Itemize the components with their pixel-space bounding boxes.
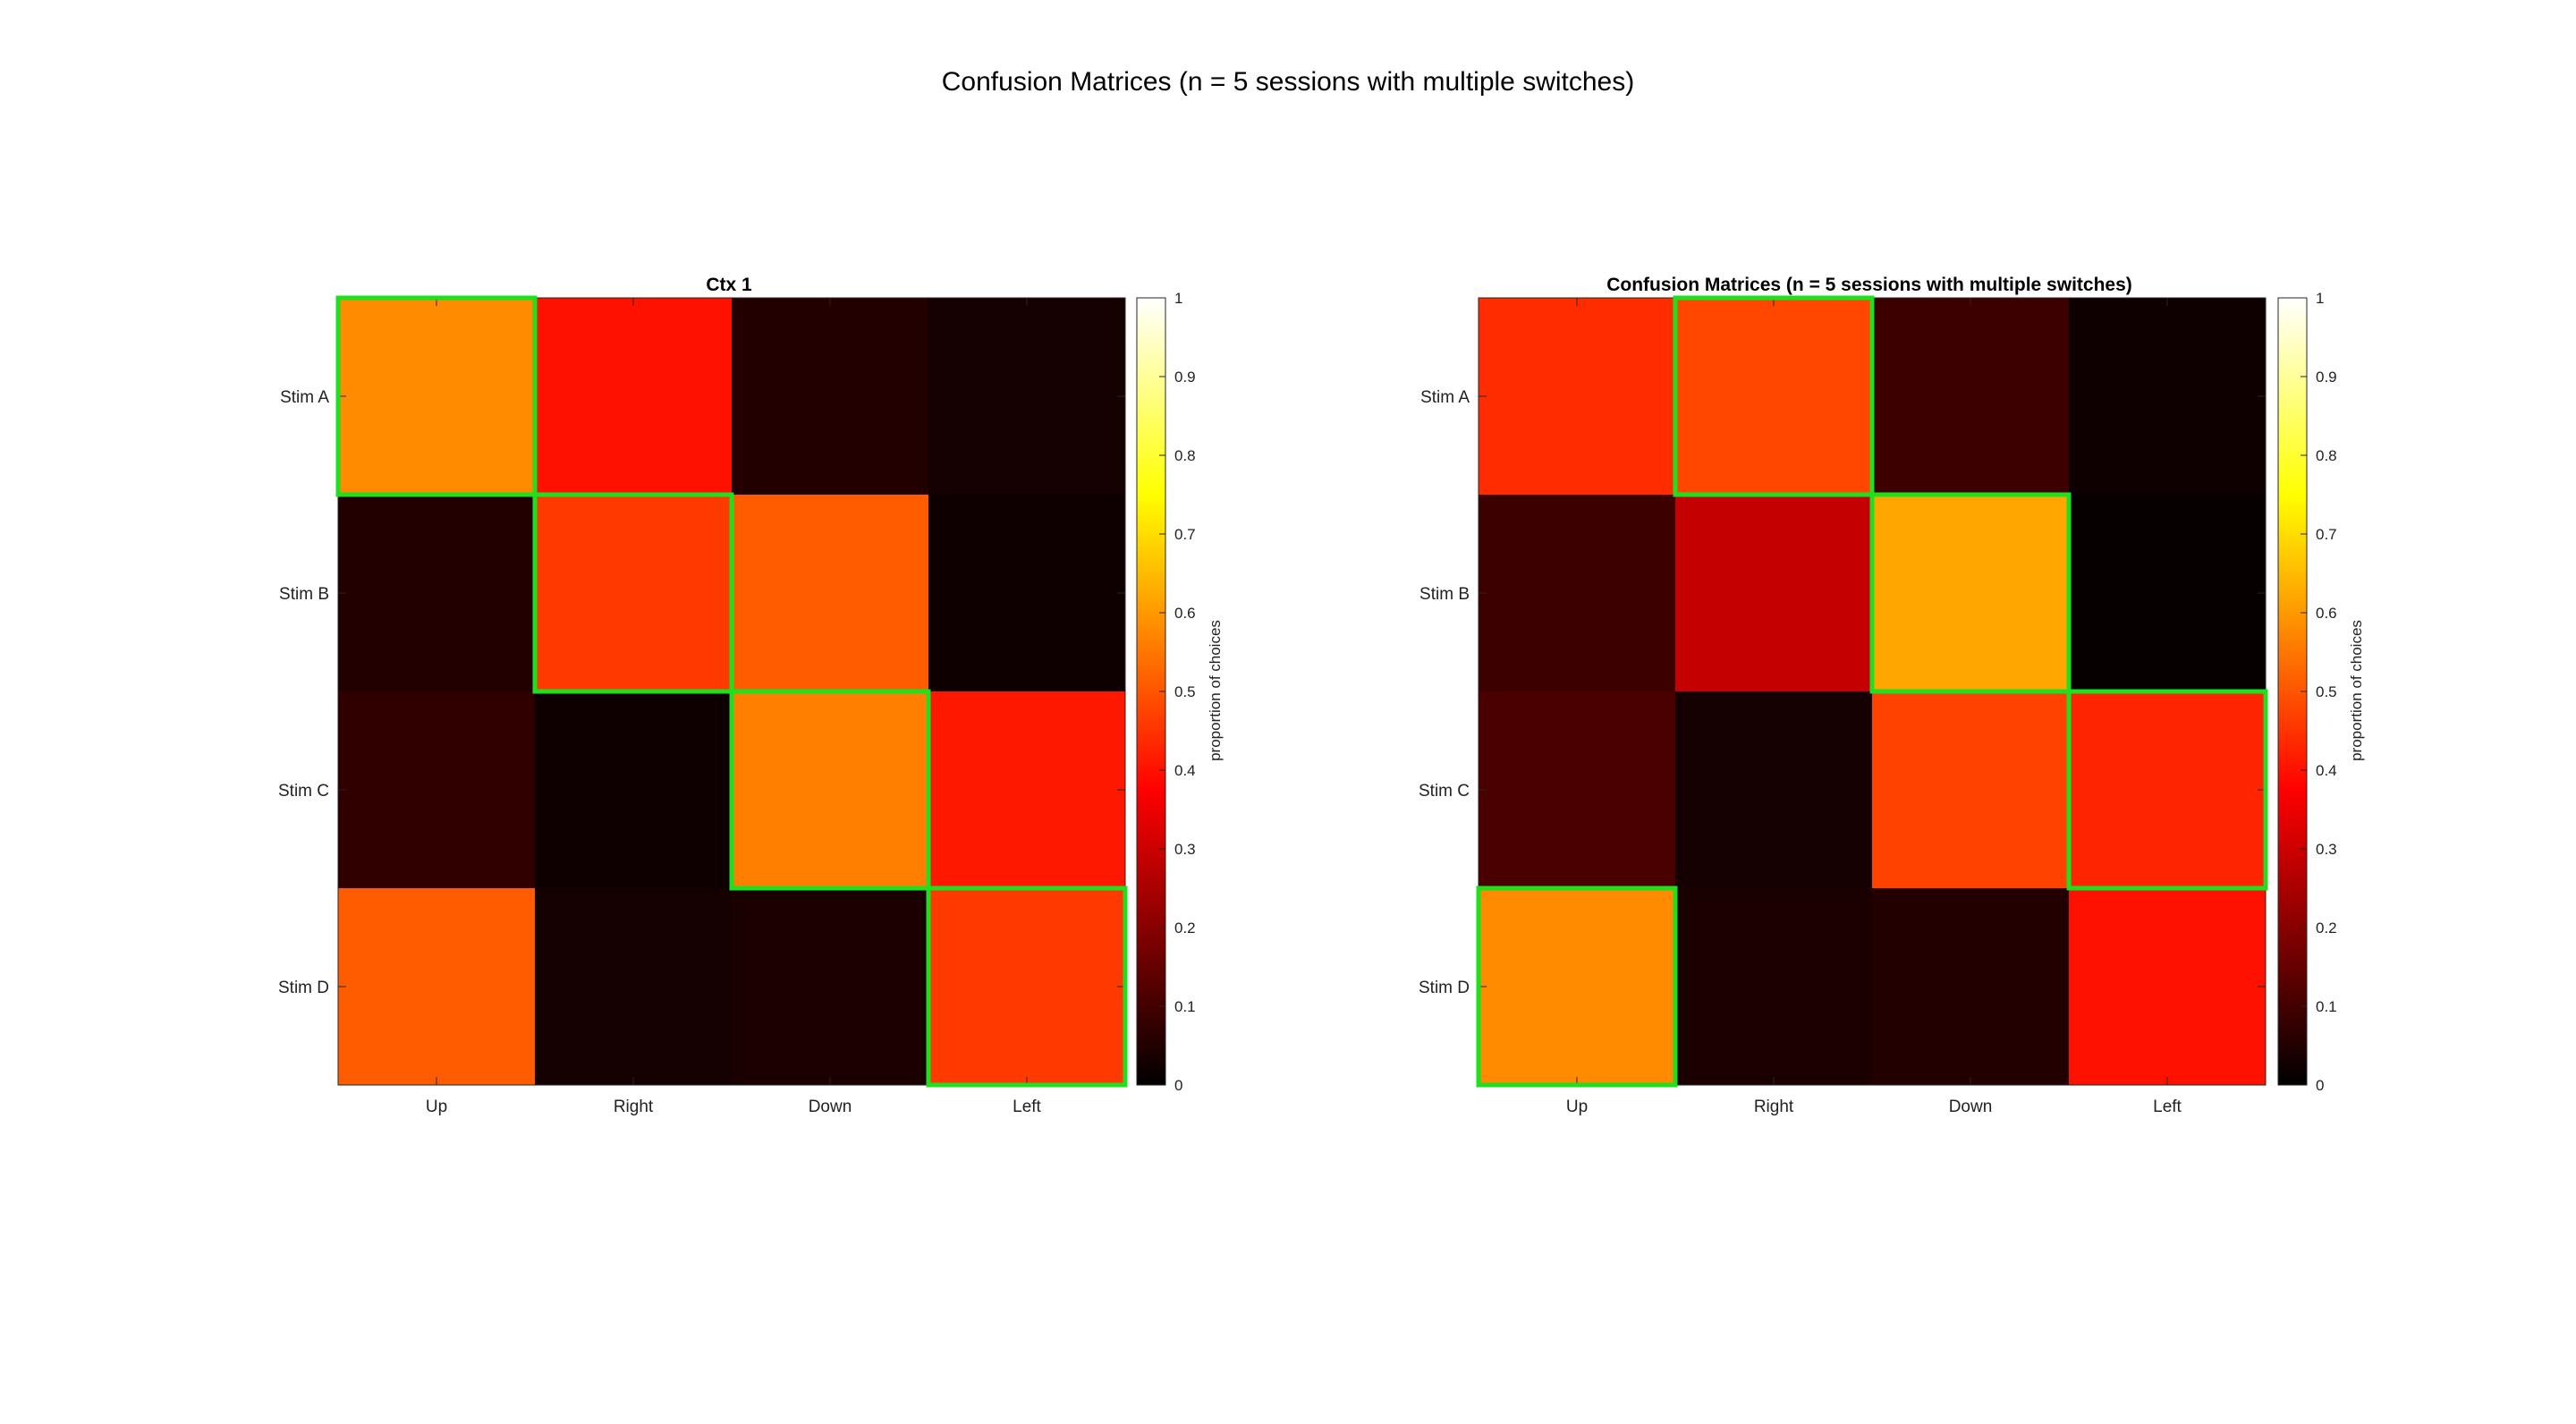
heatmap-cell-r1-c1 <box>1675 495 1873 692</box>
colorbar-tick-label: 0.9 <box>1174 369 1196 386</box>
heatmap-cell-r1-c2 <box>732 495 929 692</box>
colorbar: 0 0.1 0.2 0.3 0.4 0.5 0.6 0.7 0.8 0.9 1 <box>2277 290 2337 1094</box>
heatmap-cell-r0-c0 <box>1479 298 1676 496</box>
heatmap-cell-r2-c0 <box>338 691 536 889</box>
heatmap-cell-r1-c0 <box>338 495 536 692</box>
heatmap-cells <box>337 297 1126 1086</box>
x-tick-label: Up <box>1566 1098 1588 1116</box>
heatmap-cell-r2-c2 <box>732 691 929 889</box>
heatmap-cell-r2-c0 <box>1479 691 1676 889</box>
y-axis-tick-labels: Stim A Stim B Stim C Stim D <box>1419 388 2266 997</box>
x-tick-label: Down <box>809 1098 852 1116</box>
heatmap-cell-r2-c1 <box>535 691 733 889</box>
y-tick-label: Stim A <box>280 388 329 407</box>
colorbar-tick-label: 0.2 <box>1174 920 1196 937</box>
y-tick-label: Stim D <box>278 979 329 997</box>
colorbar-tick-label: 1 <box>2316 290 2324 307</box>
heatmap-cell-r2-c2 <box>1872 691 2070 889</box>
heatmap-cells <box>1478 297 2267 1086</box>
colorbar-tick-label: 0.7 <box>1174 526 1196 543</box>
colorbar-tick-label: 0.8 <box>1174 447 1196 464</box>
colorbar-tick-label: 1 <box>1174 290 1182 307</box>
colorbar: 0 0.1 0.2 0.3 0.4 0.5 0.6 0.7 0.8 0.9 1 <box>1136 290 1196 1094</box>
heatmap-cell-r0-c2 <box>732 298 929 496</box>
x-tick-label: Left <box>1013 1098 1041 1116</box>
correct-cell-outline <box>729 689 931 891</box>
y-tick-label: Stim B <box>279 585 329 604</box>
colorbar-tick-label: 0.4 <box>1174 762 1196 779</box>
heatmap-cell-r3-c1 <box>1675 888 1873 1086</box>
colorbar-tick-label: 0.4 <box>2316 762 2337 779</box>
colorbar-tick-label: 0.7 <box>2316 526 2337 543</box>
x-axis-tick-labels: Up Right Down Left <box>1566 298 2182 1116</box>
colorbar-tick-label: 0.2 <box>2316 920 2337 937</box>
colorbar-tick-label: 0.9 <box>2316 369 2337 386</box>
correct-cell-outline <box>2066 689 2268 891</box>
figure-title: Confusion Matrices (n = 5 sessions with … <box>942 67 1634 97</box>
heatmap-cell-r3-c2 <box>1872 888 2070 1086</box>
heatmap-cell-r2-c3 <box>928 691 1126 889</box>
colorbar-tick-label: 0 <box>2316 1077 2324 1094</box>
y-tick-label: Stim B <box>1419 585 1470 604</box>
x-tick-label: Right <box>1754 1098 1794 1116</box>
colorbar-tick-label: 0.3 <box>2316 841 2337 858</box>
colorbar-tick-label: 0.1 <box>2316 998 2337 1015</box>
heatmap-cell-r2-c3 <box>2069 691 2267 889</box>
y-tick-label: Stim C <box>278 782 329 801</box>
x-axis-tick-labels: Up Right Down Left <box>426 298 1042 1116</box>
heatmap-cell-r1-c1 <box>535 495 733 692</box>
correct-response-outlines <box>1476 295 2268 1088</box>
heatmap-cell-r3-c0 <box>1479 888 1676 1086</box>
y-tick-label: Stim C <box>1419 782 1470 801</box>
colorbar-label: proportion of choices <box>2348 620 2365 761</box>
heatmap-panel-ctx-1: Ctx 1 Up Right Down Left Stim A Stim B Stim C… <box>278 275 1224 1116</box>
panel-title: Confusion Matrices (n = 5 sessions with … <box>1606 275 2132 295</box>
colorbar-tick-label: 0.5 <box>1174 683 1196 700</box>
heatmap-cell-r3-c0 <box>338 888 536 1086</box>
heatmap-cell-r0-c3 <box>2069 298 2267 496</box>
correct-cell-outline <box>1869 492 2072 694</box>
heatmap-cell-r1-c3 <box>928 495 1126 692</box>
colorbar-tick-label: 0.3 <box>1174 841 1196 858</box>
heatmap-cell-r3-c1 <box>535 888 733 1086</box>
heatmap-cell-r0-c1 <box>1675 298 1873 496</box>
heatmap-cell-r2-c1 <box>1675 691 1873 889</box>
y-axis-tick-labels: Stim A Stim B Stim C Stim D <box>278 388 1125 997</box>
x-tick-label: Left <box>2153 1098 2182 1116</box>
heatmap-cell-r1-c3 <box>2069 495 2267 692</box>
colorbar-tick-label: 0.5 <box>2316 683 2337 700</box>
heatmap-cell-r3-c3 <box>2069 888 2267 1086</box>
colorbar-label: proportion of choices <box>1207 620 1224 761</box>
correct-cell-outline <box>1673 295 1875 497</box>
x-tick-label: Up <box>426 1098 447 1116</box>
colorbar-tick-label: 0.1 <box>1174 998 1196 1015</box>
heatmap-cell-r3-c3 <box>928 888 1126 1086</box>
panel-title: Ctx 1 <box>706 275 752 295</box>
heatmap-cell-r0-c0 <box>338 298 536 496</box>
heatmap-cell-r3-c2 <box>732 888 929 1086</box>
x-tick-label: Down <box>1949 1098 1993 1116</box>
correct-cell-outline <box>926 886 1128 1088</box>
heatmap-cell-r0-c2 <box>1872 298 2070 496</box>
heatmap-panel-multiple-switches: Confusion Matrices (n = 5 sessions with … <box>1419 275 2365 1116</box>
y-tick-label: Stim A <box>1420 388 1470 407</box>
axes-frame <box>337 297 1126 1086</box>
colorbar-tick-label: 0 <box>1174 1077 1182 1094</box>
colorbar-tick-label: 0.6 <box>1174 605 1196 622</box>
heatmap-cell-r1-c2 <box>1872 495 2070 692</box>
heatmap-cell-r1-c0 <box>1479 495 1676 692</box>
correct-cell-outline <box>335 295 538 497</box>
heatmap-cell-r0-c3 <box>928 298 1126 496</box>
correct-cell-outline <box>532 492 734 694</box>
y-tick-label: Stim D <box>1419 979 1470 997</box>
heatmap-cell-r0-c1 <box>535 298 733 496</box>
correct-response-outlines <box>335 295 1128 1088</box>
correct-cell-outline <box>1476 886 1678 1088</box>
x-tick-label: Right <box>614 1098 654 1116</box>
colorbar-tick-label: 0.6 <box>2316 605 2337 622</box>
colorbar-tick-label: 0.8 <box>2316 447 2337 464</box>
